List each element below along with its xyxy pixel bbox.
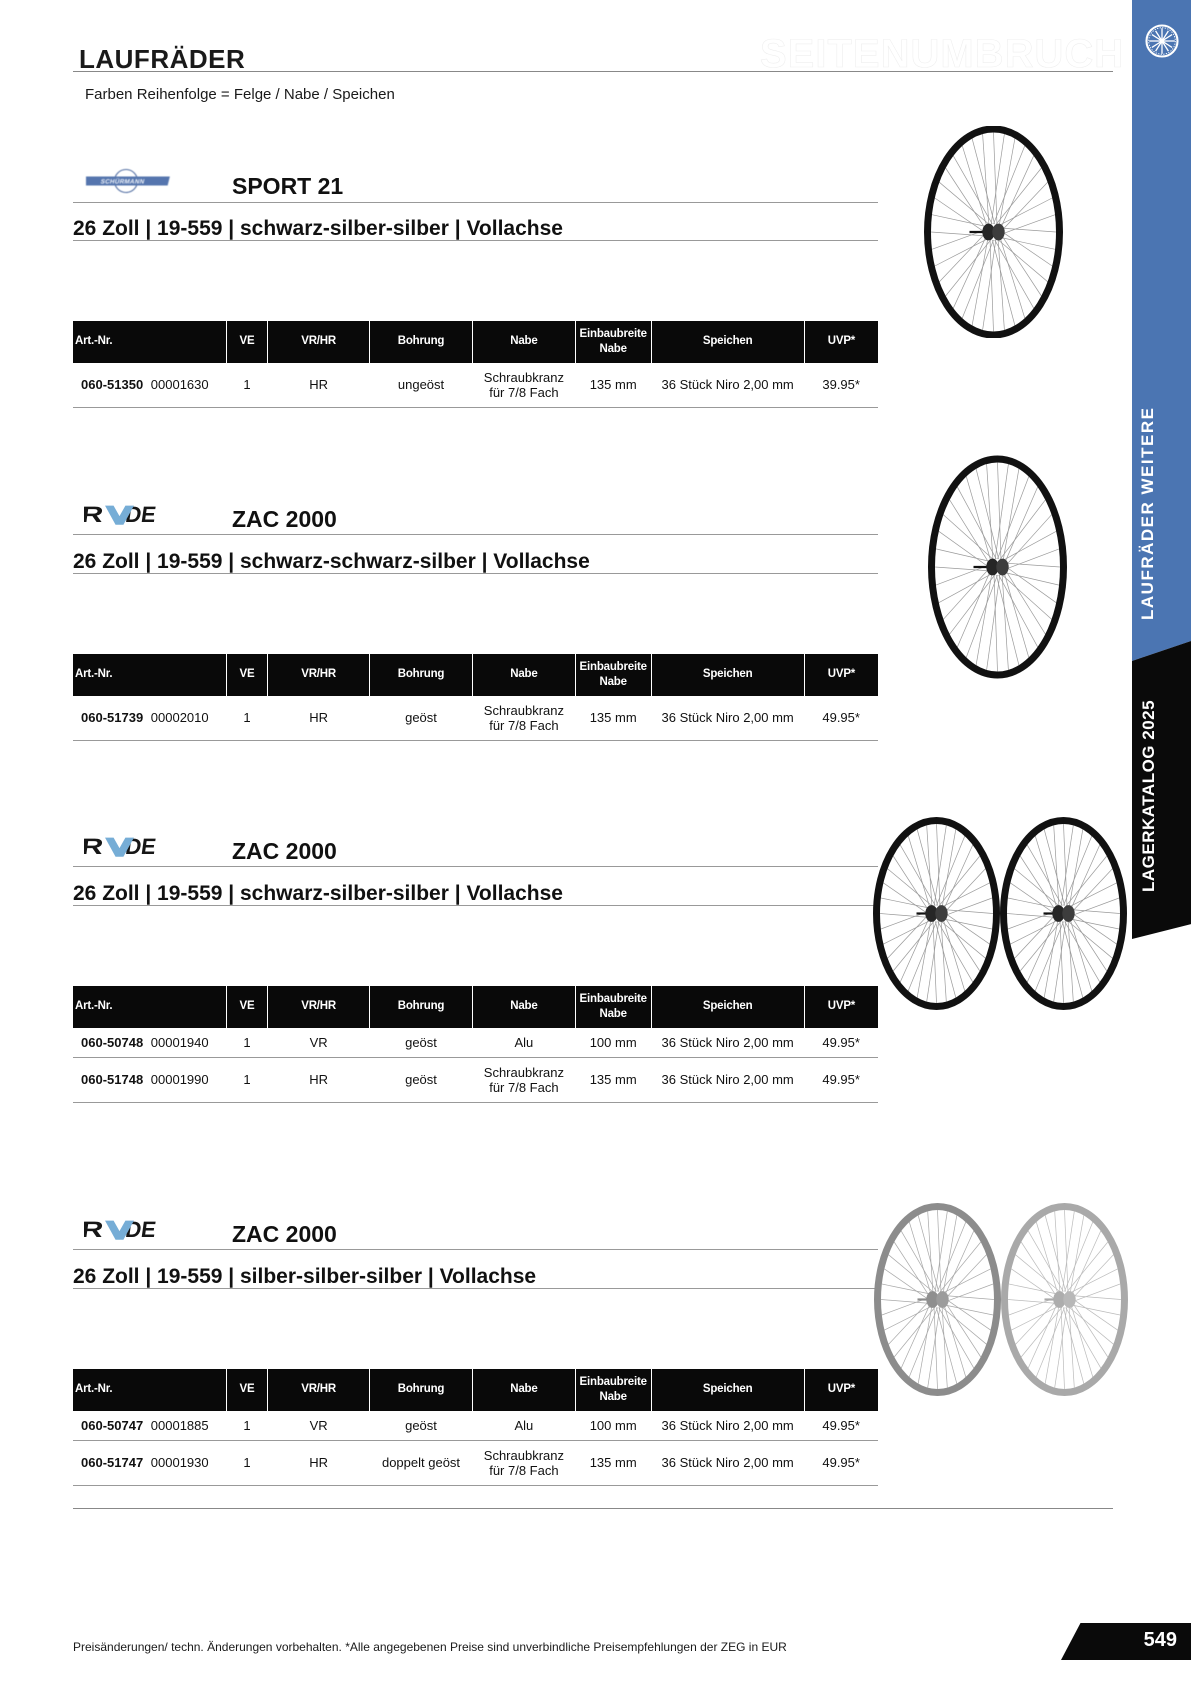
svg-text:R: R bbox=[84, 502, 105, 527]
svg-text:R: R bbox=[84, 834, 105, 859]
svg-text:SCHÜRMANN: SCHÜRMANN bbox=[100, 177, 146, 186]
svg-text:R: R bbox=[84, 1217, 105, 1242]
